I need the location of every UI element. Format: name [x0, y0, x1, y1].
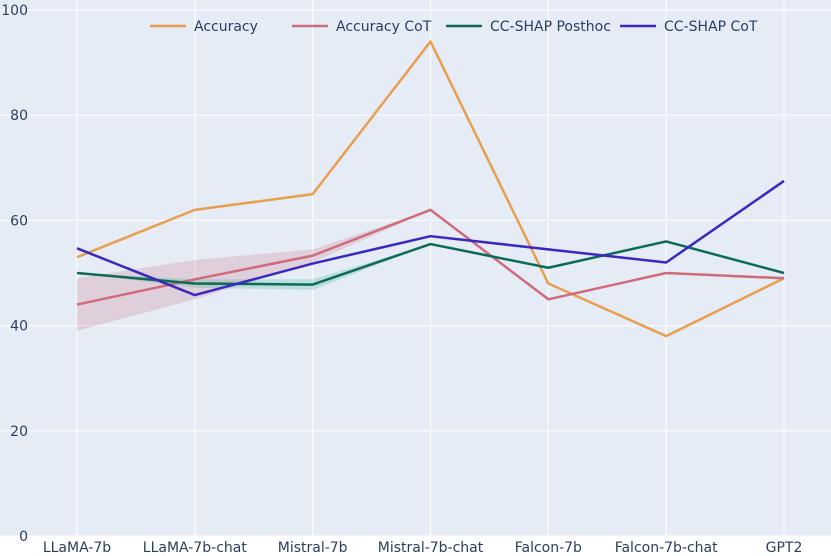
y-tick-label: 60 [10, 213, 28, 229]
x-tick-label: LLaMA-7b-chat [143, 540, 248, 556]
legend-label: CC-SHAP CoT [664, 19, 758, 35]
y-tick-label: 100 [1, 3, 28, 19]
legend: Accuracy Accuracy CoT CC-SHAP Posthoc CC-SH… [150, 19, 758, 35]
legend-label: Accuracy CoT [336, 19, 432, 35]
series-line-0 [76, 40, 785, 338]
legend-label: Accuracy [194, 19, 258, 35]
x-tick-label: LLaMA-7b [43, 540, 111, 556]
series-line-1 [76, 208, 785, 306]
x-axis-ticks: LLaMA-7b LLaMA-7b-chat Mistral-7b Mistral-7… [43, 540, 803, 556]
plot-background [0, 0, 831, 536]
confidence-bands [77, 209, 784, 331]
legend-label: CC-SHAP Posthoc [490, 19, 611, 35]
y-tick-label: 20 [10, 424, 28, 440]
y-tick-label: 80 [10, 108, 28, 124]
y-tick-label: 40 [10, 319, 28, 335]
y-tick-label: 0 [19, 529, 28, 545]
series-line-2 [76, 240, 785, 286]
series-lines [76, 40, 785, 338]
x-tick-label: Mistral-7b-chat [378, 540, 484, 556]
series-line-3 [76, 179, 785, 297]
y-axis-ticks: 0 20 40 60 80 100 [1, 3, 28, 545]
x-tick-label: Falcon-7b-chat [615, 540, 718, 556]
x-tick-label: Mistral-7b [278, 540, 348, 556]
x-tick-label: Falcon-7b [515, 540, 582, 556]
x-tick-label: GPT2 [766, 540, 803, 556]
band-1 [77, 209, 784, 331]
